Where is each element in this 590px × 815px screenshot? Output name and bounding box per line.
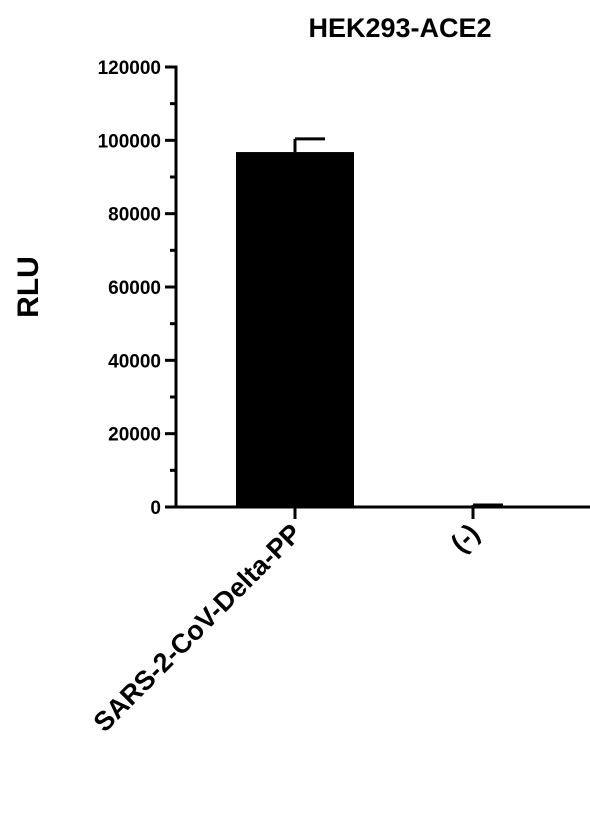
- x-category-label: (-): [445, 518, 485, 558]
- chart-title: HEK293-ACE2: [308, 13, 491, 43]
- y-tick-label: 80000: [108, 205, 161, 226]
- y-axis-label: RLU: [12, 256, 45, 318]
- bars-group: [236, 137, 532, 508]
- bar: [236, 152, 354, 508]
- y-tick-label: 40000: [108, 351, 161, 372]
- x-category-label: SARS-2-CoV-Delta-PP: [88, 518, 308, 738]
- y-tick-label: 120000: [98, 58, 161, 79]
- category-labels: SARS-2-CoV-Delta-PP (-): [88, 518, 486, 738]
- y-tick-label: 0: [150, 498, 161, 519]
- y-axis: 0 20000 40000 60000 80000 100000 120000: [98, 58, 178, 519]
- y-tick-label: 20000: [108, 425, 161, 446]
- x-axis: [174, 505, 590, 519]
- y-tick-label: 100000: [98, 131, 161, 152]
- y-tick-label: 60000: [108, 278, 161, 299]
